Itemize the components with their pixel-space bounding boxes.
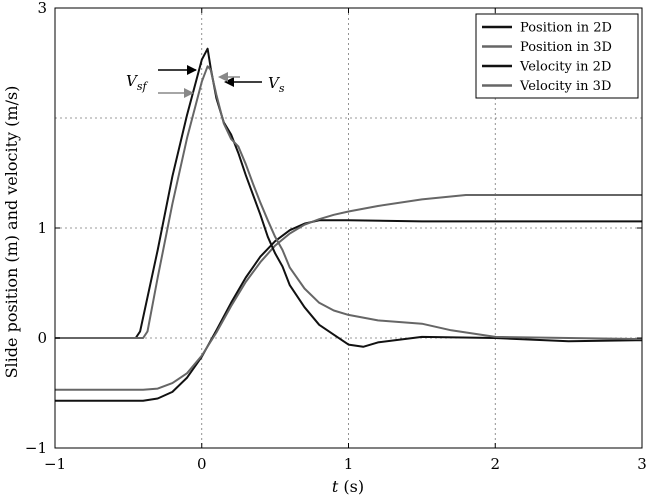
series-line-1: [55, 194, 642, 391]
tick-labels: −1 0 1 2 3 −1 0 1 3: [25, 0, 647, 473]
y-tick-label-3: 3: [37, 0, 47, 17]
axis-ticks: [54, 7, 643, 449]
vsf-label-main: V: [126, 72, 139, 90]
series-lines: [55, 47, 643, 402]
y-tick-label-2: 1: [37, 219, 47, 237]
vs-label-sub: s: [279, 82, 285, 95]
y-axis-label: Slide position (m) and velocity (m/s): [2, 86, 21, 379]
series-line-2: [55, 47, 643, 348]
x-tick-label-0: −1: [44, 455, 66, 473]
legend-label-0: Position in 2D: [520, 21, 612, 36]
vs-label-main: V: [268, 74, 281, 92]
vsf-arrowhead-black: [187, 65, 197, 75]
x-axis-label: t (s): [332, 477, 364, 496]
legend-label-3: Velocity in 3D: [519, 79, 611, 94]
vs-label: Vs: [268, 74, 285, 95]
series-line-3: [55, 65, 643, 341]
x-tick-label-4: 3: [637, 455, 647, 473]
legend-label-2: Velocity in 2D: [519, 60, 611, 75]
x-axis-var: t: [332, 477, 339, 496]
vsf-label-sub: sf: [137, 80, 149, 93]
legend: Position in 2D Position in 3D Velocity in …: [475, 13, 639, 99]
x-tick-label-2: 1: [344, 455, 354, 473]
x-tick-label-3: 2: [490, 455, 500, 473]
x-tick-label-1: 0: [197, 455, 207, 473]
series-line-0: [55, 219, 642, 402]
y-tick-label-0: −1: [25, 439, 47, 457]
x-axis-unit: (s): [338, 477, 364, 496]
annotations: Vsf Vs: [126, 65, 285, 98]
grid-lines: [55, 8, 642, 448]
vsf-label: Vsf: [126, 72, 148, 93]
legend-label-1: Position in 3D: [520, 40, 612, 55]
vs-arrowhead-gray: [218, 72, 228, 82]
y-tick-label-1: 0: [37, 329, 47, 347]
vs-arrowhead-black: [224, 77, 234, 87]
vsf-arrowhead-gray: [184, 88, 194, 98]
